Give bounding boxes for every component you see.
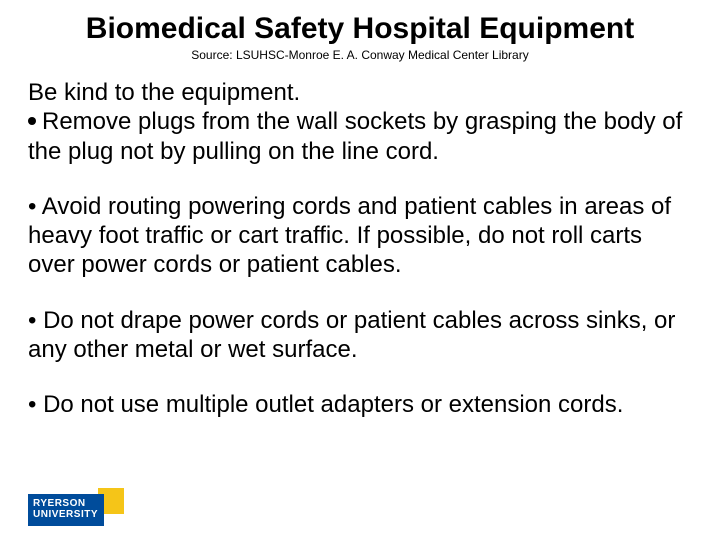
slide: Biomedical Safety Hospital Equipment Sou…: [0, 0, 720, 540]
logo-text-line2: University: [33, 509, 98, 520]
bullet-disc-icon: [28, 117, 36, 125]
logo-text-line1: Ryerson: [33, 498, 86, 509]
paragraph-4: • Do not use multiple outlet adapters or…: [28, 390, 692, 419]
logo-blue-block: Ryerson University: [28, 494, 104, 526]
body-text: Be kind to the equipment. Remove plugs f…: [28, 78, 692, 445]
source-line: Source: LSUHSC-Monroe E. A. Conway Medic…: [0, 48, 720, 62]
bullet-1-text: Remove plugs from the wall sockets by gr…: [28, 108, 682, 164]
intro-text: Be kind to the equipment.: [28, 79, 300, 106]
ryerson-logo: Ryerson University: [28, 488, 124, 526]
paragraph-2: • Avoid routing powering cords and patie…: [28, 192, 692, 280]
paragraph-intro: Be kind to the equipment. Remove plugs f…: [28, 78, 692, 166]
slide-title: Biomedical Safety Hospital Equipment: [0, 12, 720, 46]
paragraph-3: • Do not drape power cords or patient ca…: [28, 306, 692, 365]
